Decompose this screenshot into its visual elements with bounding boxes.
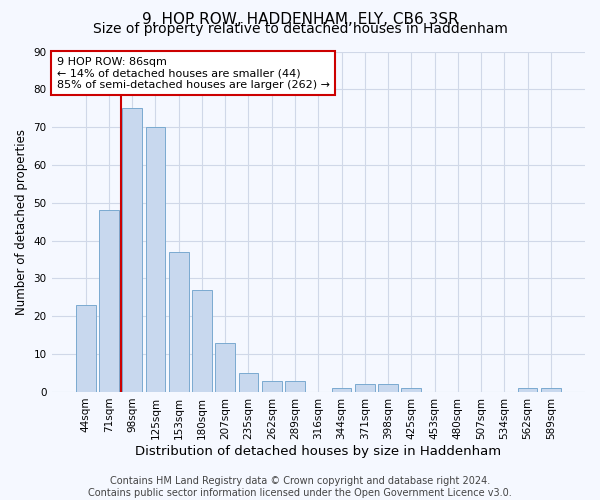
- Bar: [401, 388, 421, 392]
- Y-axis label: Number of detached properties: Number of detached properties: [15, 128, 28, 314]
- Bar: [378, 384, 398, 392]
- Bar: [541, 388, 561, 392]
- Text: Size of property relative to detached houses in Haddenham: Size of property relative to detached ho…: [92, 22, 508, 36]
- Bar: [99, 210, 119, 392]
- Bar: [122, 108, 142, 392]
- Bar: [239, 373, 259, 392]
- Bar: [76, 305, 95, 392]
- Text: Contains HM Land Registry data © Crown copyright and database right 2024.
Contai: Contains HM Land Registry data © Crown c…: [88, 476, 512, 498]
- Bar: [518, 388, 538, 392]
- Bar: [192, 290, 212, 392]
- Bar: [332, 388, 352, 392]
- X-axis label: Distribution of detached houses by size in Haddenham: Distribution of detached houses by size …: [135, 444, 502, 458]
- Bar: [285, 380, 305, 392]
- Bar: [146, 127, 166, 392]
- Bar: [355, 384, 374, 392]
- Bar: [169, 252, 188, 392]
- Bar: [215, 343, 235, 392]
- Bar: [262, 380, 281, 392]
- Text: 9 HOP ROW: 86sqm
← 14% of detached houses are smaller (44)
85% of semi-detached : 9 HOP ROW: 86sqm ← 14% of detached house…: [57, 56, 330, 90]
- Text: 9, HOP ROW, HADDENHAM, ELY, CB6 3SR: 9, HOP ROW, HADDENHAM, ELY, CB6 3SR: [142, 12, 458, 28]
